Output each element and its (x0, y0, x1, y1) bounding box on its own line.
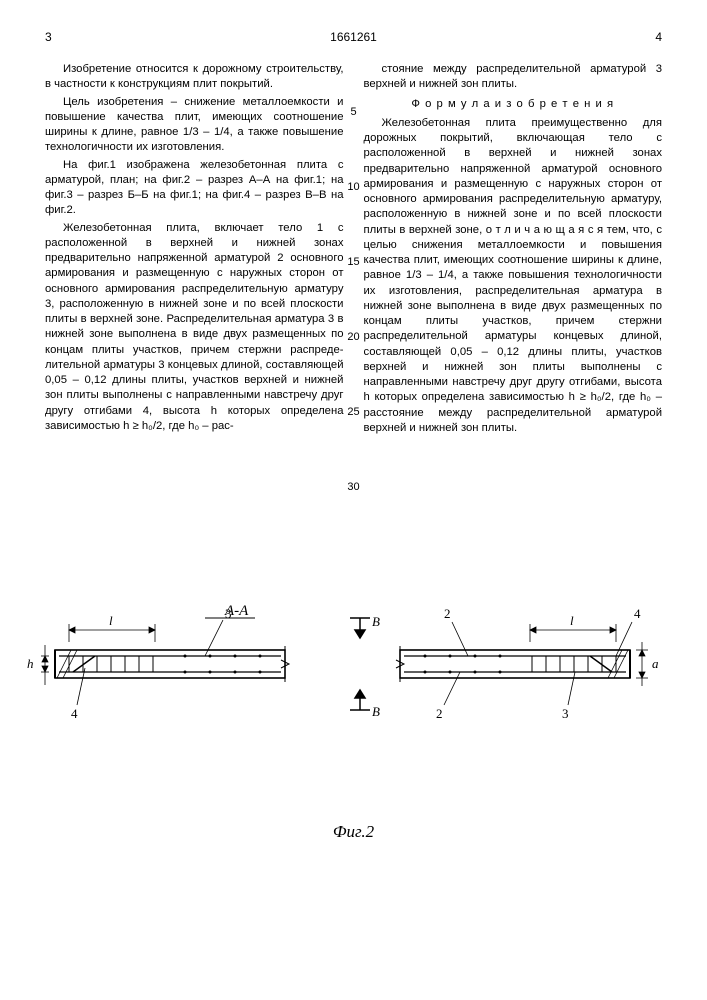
line-number: 15 (344, 257, 364, 268)
right-column: стояние между распределительной армату­р… (364, 62, 663, 438)
paragraph: Железобетонная плита, включает тело 1 с … (45, 221, 344, 435)
paragraph: Изобретение относится к дорожному строит… (45, 62, 344, 93)
dim-h: h (27, 656, 34, 671)
section-b-bot: В (372, 704, 380, 719)
text-columns: Изобретение относится к дорожному строит… (45, 62, 662, 438)
left-column: Изобретение относится к дорожному строит… (45, 62, 344, 438)
ref-2-top: 2 (444, 606, 451, 621)
dim-l-left: l (109, 613, 113, 628)
cross-section-diagram: l 3 4 h А-А (0, 560, 707, 820)
line-number: 5 (344, 107, 364, 118)
paragraph: Железобетонная плита преимуществен­но дл… (364, 116, 663, 436)
figure-2: l 3 4 h А-А (0, 560, 707, 880)
figure-caption: Фиг.2 (333, 822, 374, 842)
section-b-top: В (372, 614, 380, 629)
line-number: 30 (344, 482, 364, 493)
page-number-left: 3 (45, 30, 65, 44)
ref-2-bot: 2 (436, 706, 443, 721)
ref-4-left: 4 (71, 706, 78, 721)
formula-title: Ф о р м у л а и з о б р е т е н и я (364, 97, 663, 112)
ref-4-right: 4 (634, 606, 641, 621)
paragraph: стояние между распределительной армату­р… (364, 62, 663, 93)
line-number: 20 (344, 332, 364, 343)
section-label-aa: А-А (224, 603, 249, 619)
line-number: 25 (344, 407, 364, 418)
paragraph: На фиг.1 изображена железобетонная плита… (45, 158, 344, 219)
line-number: 10 (344, 182, 364, 193)
ref-3-right: 3 (562, 706, 569, 721)
page-header: 3 1661261 4 (45, 30, 662, 44)
page-number-right: 4 (642, 30, 662, 44)
dim-a: a (652, 656, 659, 671)
paragraph: Цель изобретения – снижение металло­емко… (45, 95, 344, 156)
dim-l-right: l (570, 613, 574, 628)
document-number: 1661261 (65, 30, 642, 44)
